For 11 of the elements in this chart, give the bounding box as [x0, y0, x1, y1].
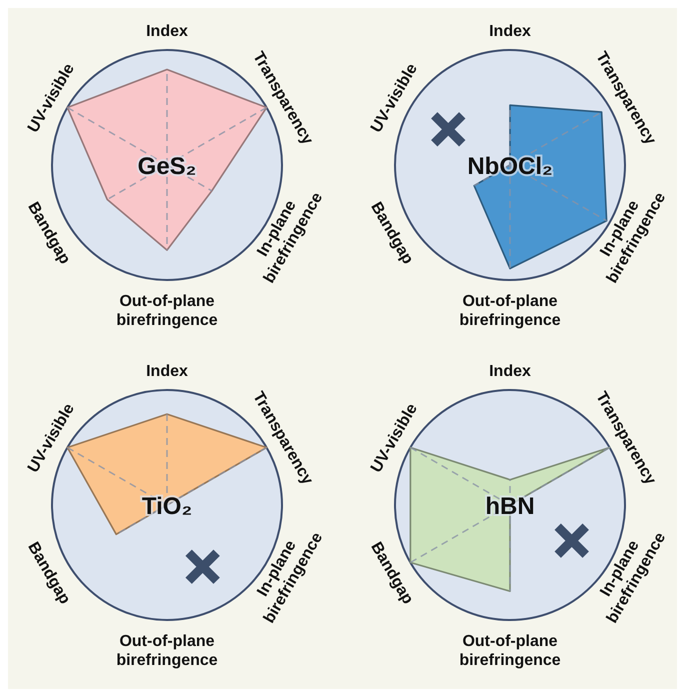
spoke-label: Out-of-plane birefringence: [116, 633, 218, 669]
text: hBN: [485, 493, 535, 520]
spoke-label: Index: [146, 23, 188, 40]
text: TiO₂: [142, 493, 192, 520]
spoke-label: Index: [146, 363, 188, 380]
spoke-label: Index: [489, 363, 531, 380]
spoke-label: Out-of-plane birefringence: [459, 293, 561, 329]
text: GeS₂: [138, 153, 196, 180]
spoke-label: Index: [489, 23, 531, 40]
spoke-label: Out-of-plane birefringence: [116, 293, 218, 329]
spoke-label: Out-of-plane birefringence: [459, 633, 561, 669]
